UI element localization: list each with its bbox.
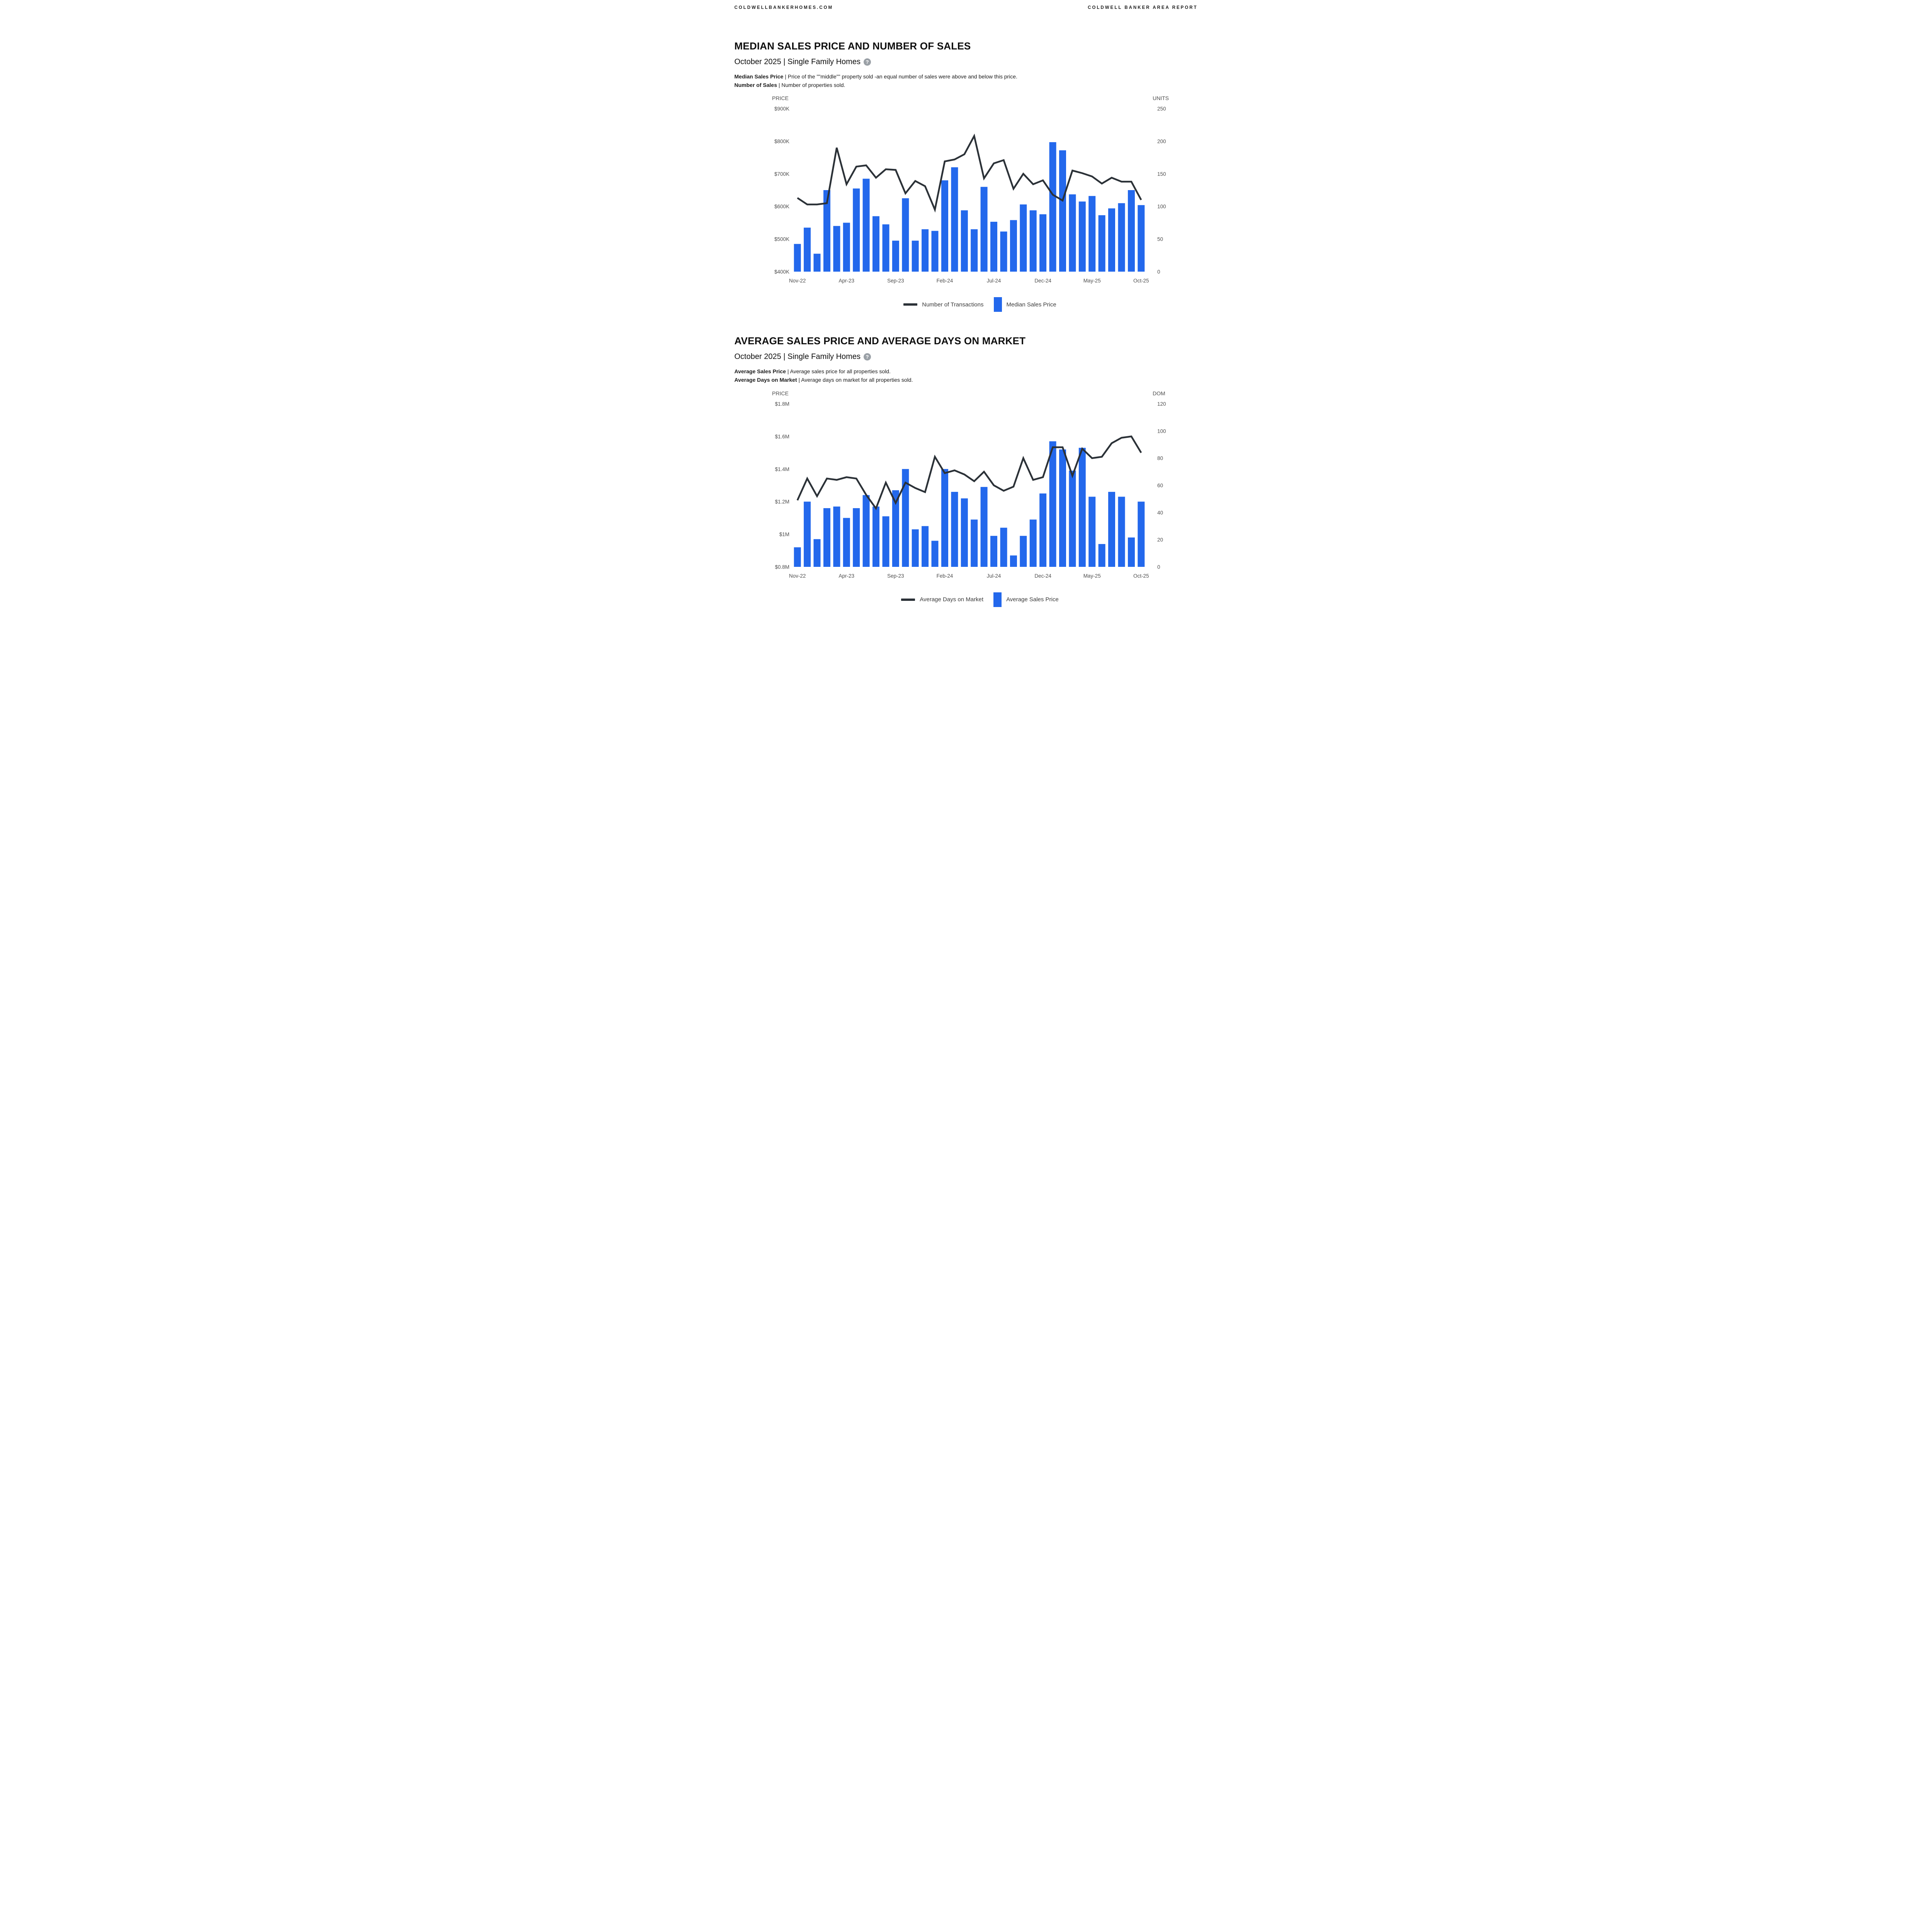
svg-text:Feb-24: Feb-24 — [936, 278, 953, 284]
legend-item: Median Sales Price — [993, 297, 1056, 312]
section-subtitle: October 2025 | Single Family Homes ? — [735, 58, 1198, 66]
average-sales-price-chart: PRICE DOM $1.8M $1.6M $1.4M $1.2M $1M $0.8M 120 1… — [772, 390, 1166, 579]
section-median-sales: MEDIAN SALES PRICE AND NUMBER OF SALES O… — [735, 40, 1198, 312]
definition-term: Average Days on Market — [734, 377, 797, 383]
svg-text:100: 100 — [1157, 204, 1166, 210]
line-swatch-icon — [901, 598, 915, 601]
svg-text:Apr-23: Apr-23 — [838, 573, 854, 579]
chart-legend: Average Days on Market Average Sales Pri… — [762, 592, 1198, 607]
definition-term: Median Sales Price — [734, 73, 784, 80]
definition-text: | Number of properties sold. — [778, 82, 845, 88]
svg-text:May-25: May-25 — [1083, 573, 1100, 579]
svg-text:Apr-23: Apr-23 — [838, 278, 854, 284]
report-page: COLDWELLBANKERHOMES.COM COLDWELL BANKER … — [719, 0, 1213, 642]
svg-text:$1.2M: $1.2M — [775, 499, 789, 505]
definition-text: | Price of the ""middle"" property sold … — [785, 73, 1017, 80]
svg-text:Sep-23: Sep-23 — [887, 278, 904, 284]
definition-line: Median Sales Price | Price of the ""midd… — [735, 73, 1198, 81]
definition-line: Average Sales Price | Average sales pric… — [735, 367, 1198, 376]
definition-term: Average Sales Price — [734, 368, 786, 375]
line-swatch-icon — [903, 303, 918, 306]
svg-text:Nov-22: Nov-22 — [789, 573, 806, 579]
legend-label: Average Sales Price — [1006, 596, 1059, 603]
svg-text:40: 40 — [1157, 510, 1163, 515]
svg-text:Jul-24: Jul-24 — [986, 573, 1001, 579]
svg-text:May-25: May-25 — [1083, 278, 1100, 284]
svg-text:$800K: $800K — [774, 139, 789, 145]
svg-text:$400K: $400K — [774, 269, 789, 275]
section-average-sales: AVERAGE SALES PRICE AND AVERAGE DAYS ON … — [735, 335, 1198, 607]
svg-text:250: 250 — [1157, 106, 1166, 112]
svg-text:Jul-24: Jul-24 — [986, 278, 1001, 284]
section-subtitle: October 2025 | Single Family Homes ? — [735, 352, 1198, 361]
svg-text:$500K: $500K — [774, 236, 789, 242]
svg-text:$1.8M: $1.8M — [775, 401, 789, 407]
svg-text:$1.4M: $1.4M — [775, 466, 789, 472]
svg-text:DOM: DOM — [1153, 390, 1165, 396]
legend-item: Average Days on Market — [901, 596, 983, 603]
legend-label: Number of Transactions — [922, 301, 984, 308]
svg-text:Dec-24: Dec-24 — [1034, 278, 1051, 284]
subtitle-text: October 2025 | Single Family Homes — [734, 58, 861, 66]
chart-legend: Number of Transactions Median Sales Pric… — [762, 297, 1198, 312]
svg-text:100: 100 — [1157, 428, 1166, 434]
svg-text:Sep-23: Sep-23 — [887, 573, 904, 579]
svg-text:Feb-24: Feb-24 — [936, 573, 953, 579]
svg-text:$1M: $1M — [779, 531, 789, 537]
definition-line: Number of Sales | Number of properties s… — [735, 81, 1198, 90]
bar-swatch-icon — [993, 592, 1002, 607]
median-sales-price-chart: PRICE UNITS $900K $800K $700K $600K $500K $400K… — [772, 95, 1169, 284]
definition-term: Number of Sales — [734, 82, 777, 88]
page-header: COLDWELLBANKERHOMES.COM COLDWELL BANKER … — [735, 5, 1198, 10]
svg-text:50: 50 — [1157, 236, 1163, 242]
svg-text:$700K: $700K — [774, 171, 789, 177]
svg-text:200: 200 — [1157, 139, 1166, 145]
svg-text:UNITS: UNITS — [1153, 95, 1169, 101]
site-url: COLDWELLBANKERHOMES.COM — [734, 5, 833, 10]
section-title: AVERAGE SALES PRICE AND AVERAGE DAYS ON … — [734, 335, 1026, 347]
question-circle-icon[interactable]: ? — [863, 353, 871, 361]
svg-text:0: 0 — [1157, 269, 1160, 275]
svg-text:150: 150 — [1157, 171, 1166, 177]
definition-text: | Average sales price for all properties… — [787, 368, 891, 375]
chart-container: PRICE DOM $1.8M $1.6M $1.4M $1.2M $1M $0.8M 120 1… — [735, 388, 1198, 590]
svg-text:20: 20 — [1157, 537, 1163, 543]
question-circle-icon[interactable]: ? — [863, 58, 871, 66]
svg-text:$0.8M: $0.8M — [775, 564, 789, 570]
bar-swatch-icon — [993, 297, 1002, 312]
legend-item: Average Sales Price — [993, 592, 1059, 607]
svg-text:$600K: $600K — [774, 204, 789, 210]
chart-container: PRICE UNITS $900K $800K $700K $600K $500K $400K… — [735, 93, 1198, 295]
svg-text:Oct-25: Oct-25 — [1133, 278, 1149, 284]
svg-text:80: 80 — [1157, 455, 1163, 461]
subtitle-text: October 2025 | Single Family Homes — [734, 352, 861, 361]
svg-text:Dec-24: Dec-24 — [1034, 573, 1051, 579]
legend-item: Number of Transactions — [903, 301, 984, 308]
legend-label: Median Sales Price — [1006, 301, 1056, 308]
svg-text:120: 120 — [1157, 401, 1166, 407]
svg-text:Oct-25: Oct-25 — [1133, 573, 1149, 579]
definitions: Average Sales Price | Average sales pric… — [735, 367, 1198, 384]
svg-text:PRICE: PRICE — [772, 390, 789, 396]
legend-label: Average Days on Market — [920, 596, 984, 603]
section-title: MEDIAN SALES PRICE AND NUMBER OF SALES — [734, 40, 971, 52]
svg-text:Nov-22: Nov-22 — [789, 278, 806, 284]
definition-text: | Average days on market for all propert… — [798, 377, 913, 383]
svg-text:0: 0 — [1157, 564, 1160, 570]
svg-text:PRICE: PRICE — [772, 95, 789, 101]
svg-text:60: 60 — [1157, 483, 1163, 488]
svg-text:$1.6M: $1.6M — [775, 434, 789, 439]
definition-line: Average Days on Market | Average days on… — [735, 376, 1198, 384]
definitions: Median Sales Price | Price of the ""midd… — [735, 73, 1198, 89]
svg-text:$900K: $900K — [774, 106, 789, 112]
report-title: COLDWELL BANKER AREA REPORT — [1088, 5, 1198, 10]
